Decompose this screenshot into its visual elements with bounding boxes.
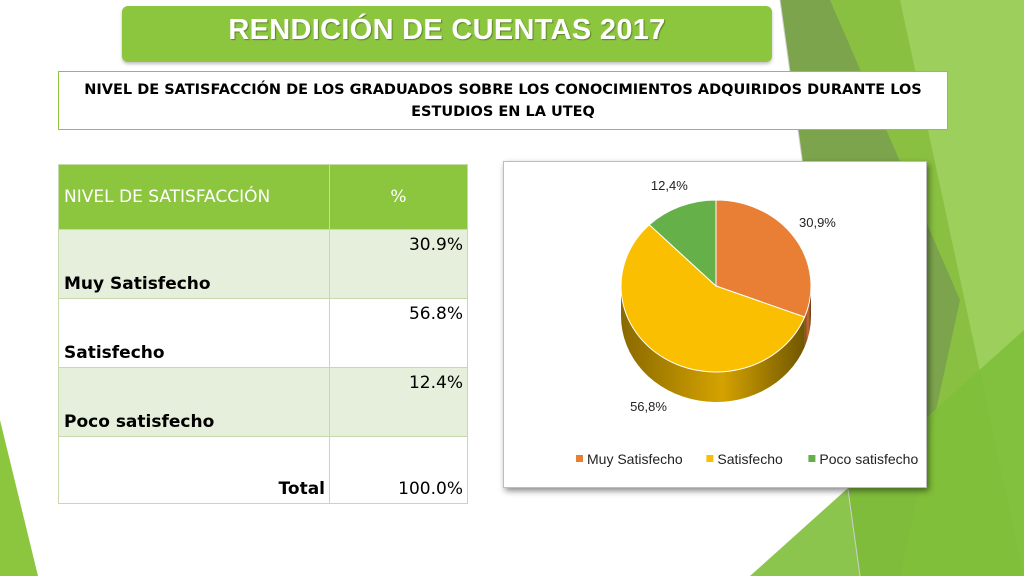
pie-side-2	[621, 286, 805, 403]
legend-label: Muy Satisfecho	[587, 451, 683, 467]
header-level: NIVEL DE SATISFACCIÓN	[58, 164, 330, 230]
legend-label: Satisfecho	[717, 451, 783, 467]
pie-slices	[620, 199, 812, 373]
slide-title: RENDICIÓN DE CUENTAS 2017	[228, 13, 666, 46]
legend-label: Poco satisfecho	[819, 451, 918, 467]
pie-slice-2	[620, 224, 806, 373]
pie-data-label: 30,9%	[799, 215, 836, 230]
pie-chart: 30,9% 56,8% 12,4% Muy Satisfecho Satisfecho…	[576, 178, 918, 467]
table-total-row: Total 100.0%	[58, 436, 468, 504]
pie-data-labels: 30,9% 56,8% 12,4%	[630, 178, 836, 414]
row-value: 30.9%	[329, 229, 468, 299]
title-banner: RENDICIÓN DE CUENTAS 2017	[122, 6, 772, 62]
total-label: Total	[58, 436, 330, 504]
row-label: Poco satisfecho	[58, 367, 330, 437]
table-row: Poco satisfecho 12.4%	[58, 367, 468, 437]
pie-chart-frame: 30,9% 56,8% 12,4% Muy Satisfecho Satisfecho…	[503, 161, 927, 488]
row-value: 12.4%	[329, 367, 468, 437]
table-header-row: NIVEL DE SATISFACCIÓN %	[58, 164, 468, 230]
pie-legend: Muy Satisfecho Satisfecho Poco satisfecho	[576, 451, 918, 467]
table-row: Muy Satisfecho 30.9%	[58, 229, 468, 299]
satisfaction-table: NIVEL DE SATISFACCIÓN % Muy Satisfecho 3…	[58, 164, 468, 504]
pie-side-1	[804, 286, 811, 348]
legend-swatch	[808, 455, 816, 462]
header-percent: %	[329, 164, 468, 230]
row-value: 56.8%	[329, 298, 468, 368]
row-label: Muy Satisfecho	[58, 229, 330, 299]
pie-data-label: 56,8%	[630, 399, 667, 414]
subtitle-box: NIVEL DE SATISFACCIÓN DE LOS GRADUADOS S…	[58, 71, 948, 130]
pie-data-label: 12,4%	[651, 178, 688, 193]
pie-3d-sides	[621, 286, 811, 403]
bg-triangle-left	[0, 420, 38, 576]
pie-slice-1	[715, 199, 812, 318]
legend-swatch	[576, 455, 583, 462]
row-label: Satisfecho	[58, 298, 330, 368]
legend-swatch	[706, 455, 714, 462]
total-value: 100.0%	[329, 436, 468, 504]
table-row: Satisfecho 56.8%	[58, 298, 468, 368]
slide-subtitle: NIVEL DE SATISFACCIÓN DE LOS GRADUADOS S…	[84, 81, 922, 120]
pie-slice-3	[648, 199, 717, 288]
